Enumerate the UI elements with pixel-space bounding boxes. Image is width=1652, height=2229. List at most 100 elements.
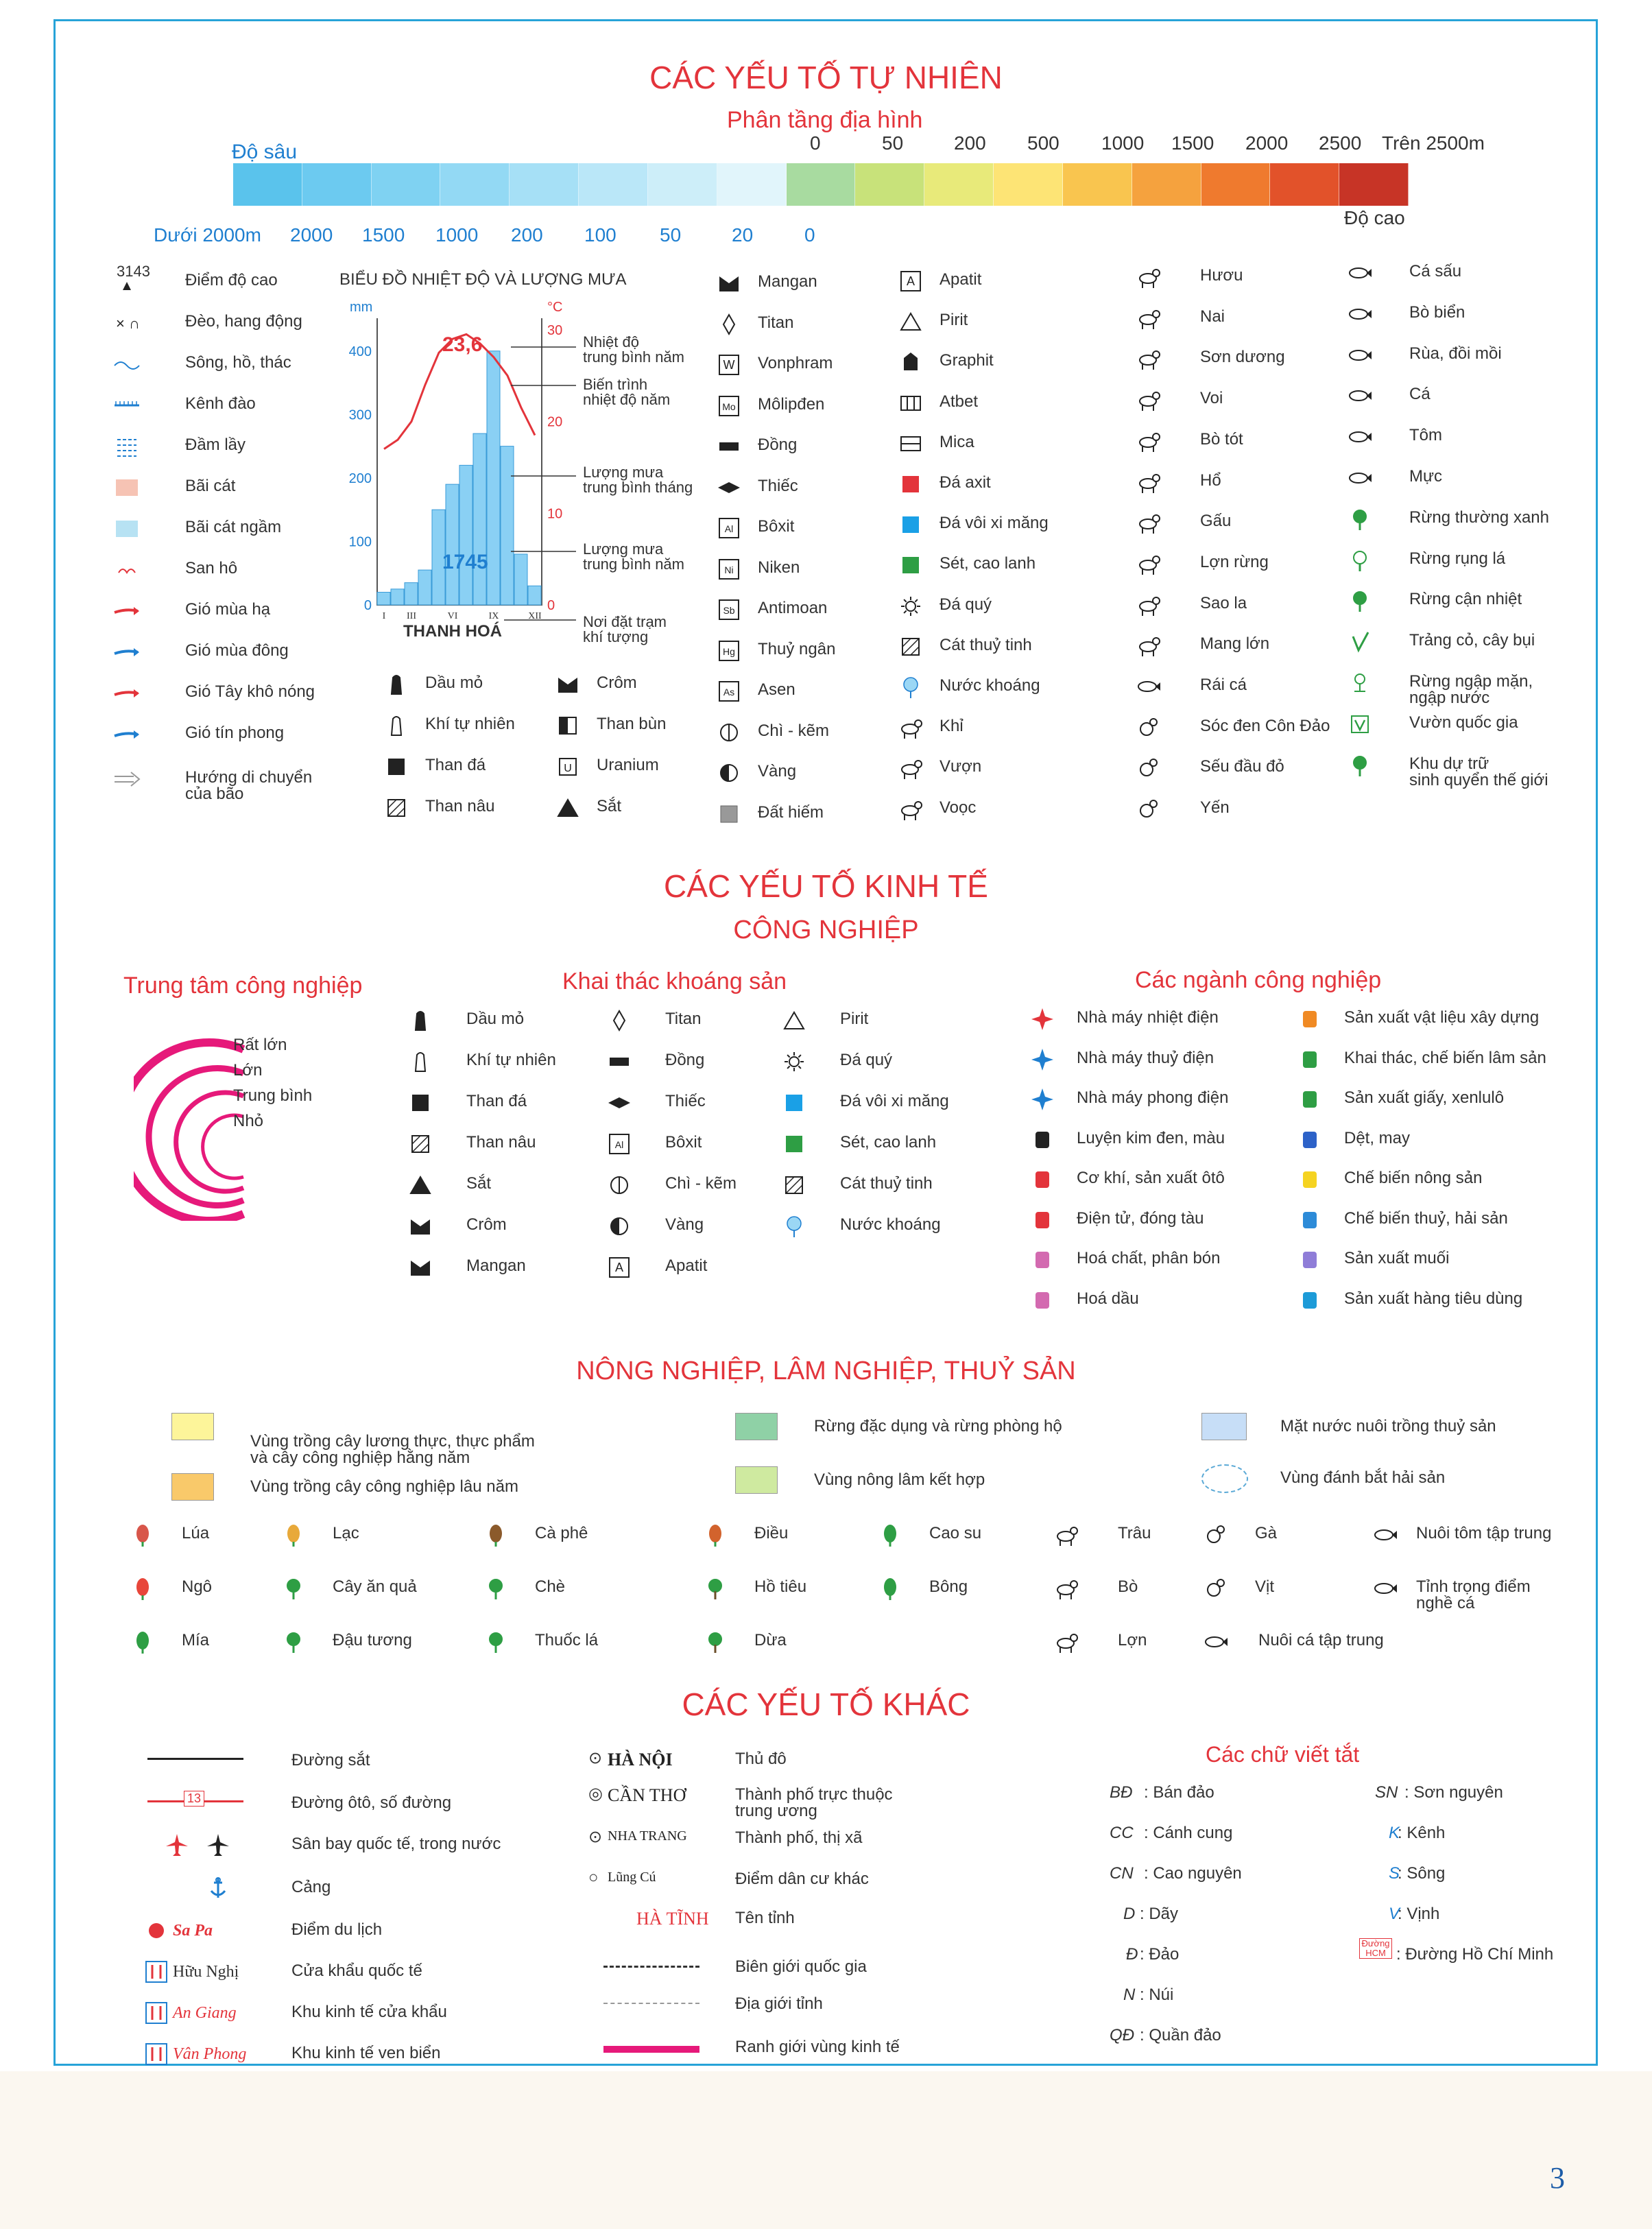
abbr-value: : Quần đảo: [1140, 2026, 1221, 2045]
national-park-icon: [1348, 712, 1372, 737]
natural-symbol-list: 3143 Điểm độ cao × ∩ Đèo, hang động Sông, hồ…: [69, 263, 343, 813]
legend-label: Than nâu: [466, 1133, 536, 1152]
legend-label: Bôxit: [758, 517, 795, 536]
agri-zone-list: Vùng trồng cây lương thực, thực phẩm và …: [0, 1413, 1652, 1516]
legend-label: Sóc đen Côn Đảo: [1200, 716, 1330, 735]
height-tick-label: 1000: [1101, 132, 1145, 154]
height-tick-label: 200: [954, 132, 986, 154]
legend-label: Đá axit: [939, 473, 991, 492]
legend-label: Lạc: [333, 1524, 359, 1542]
squid-icon: [1348, 466, 1372, 490]
agri-processing-icon: [1289, 1167, 1330, 1192]
mangrove-icon: [1348, 671, 1372, 695]
tourism-icon: [144, 1918, 169, 1943]
svg-text:Hg: Hg: [723, 646, 735, 657]
legend-label: Chè: [535, 1577, 566, 1596]
legend-label: Hướng di chuyển của bão: [185, 768, 313, 803]
relief-color-step: [855, 163, 925, 206]
sample-city-name: HÀ NỘI: [608, 1750, 673, 1769]
svg-text:Sb: Sb: [723, 605, 734, 616]
turtle-icon: [1348, 343, 1372, 368]
city-marker-icon: ⊙: [588, 1749, 603, 1767]
legend-label: Crôm: [466, 1215, 507, 1234]
legend-label: Cát thuỷ tinh: [939, 635, 1032, 654]
rare-earth-icon: [717, 802, 741, 826]
crocodile-icon: [1348, 261, 1372, 285]
border-ez-icon: [144, 2001, 169, 2025]
sample-place-name: An Giang: [173, 2004, 237, 2022]
peat-icon: [555, 713, 580, 738]
fruit-tree-icon: [281, 1576, 306, 1601]
natural-title: CÁC YẾU TỐ TỰ NHIÊN: [649, 60, 1003, 95]
legend-label: Than đá: [425, 756, 486, 774]
abbr-key: S: [1389, 1864, 1400, 1883]
left-unit: mm: [350, 300, 372, 315]
river-icon: [89, 352, 165, 377]
height-tick-label: 50: [882, 132, 904, 154]
cashew-icon: [703, 1523, 728, 1547]
legend-label: Mía: [182, 1631, 210, 1649]
legend-label: Sao la: [1200, 593, 1247, 612]
relief-color-step: [924, 163, 994, 206]
abbr-key: D: [1123, 1905, 1136, 1923]
legend-label: Địa giới tỉnh: [735, 1994, 823, 2013]
legend-label: Rừng ngập mặn, ngập nước: [1409, 672, 1533, 707]
legend-label: Vonphram: [758, 354, 833, 372]
legend-label: Rái cá: [1200, 676, 1247, 694]
relief-color-step: [233, 163, 302, 206]
climate-chart: BIỂU ĐỒ NHIỆT ĐỘ VÀ LƯỢNG MƯA mm °C 400 300…: [339, 270, 723, 654]
legend-label: Mangan: [466, 1256, 526, 1275]
other-symbols-col1: Đường sắt 13 Đường ôtô, số đường Sân bay qu…: [137, 1745, 617, 2065]
legend-label: Tên tỉnh: [735, 1909, 795, 1927]
abbreviation-list: BĐ: Bán đảo CC: Cánh cung CN: Cao nguyên D:…: [1097, 1783, 1591, 2058]
industry-title: CÔNG NGHIỆP: [733, 916, 919, 944]
arsenic-icon: As: [717, 679, 741, 704]
station-name: THANH HOÁ: [403, 621, 502, 641]
salt-icon: [1289, 1248, 1330, 1272]
legend-label: Gió mùa hạ: [185, 600, 271, 619]
molybdenum-icon: Mo: [717, 394, 741, 418]
chart-note: Biến trình: [583, 376, 647, 393]
zone-label: Rừng đặc dụng và rừng phòng hộ: [814, 1417, 1062, 1435]
swamp-icon: [89, 434, 165, 459]
depth-tick-label: 1500: [362, 224, 405, 246]
zone-label: Vùng trồng cây công nghiệp lâu năm: [250, 1477, 518, 1496]
building-materials-icon: [1289, 1007, 1330, 1032]
gem-icon: [782, 1049, 806, 1074]
chart-note: khí tượng: [583, 628, 648, 645]
svg-text:Al: Al: [615, 1139, 623, 1150]
legend-label: Sân bay quốc tế, trong nước: [291, 1835, 501, 1853]
duck-icon: [1204, 1576, 1228, 1601]
legend-label: Titan: [665, 1010, 702, 1028]
coal-icon: [408, 1090, 433, 1115]
gold-icon: [607, 1214, 632, 1239]
legend-label: Mica: [939, 432, 974, 451]
tin-icon: [607, 1090, 632, 1115]
nickel-icon: Ni: [717, 557, 741, 582]
legend-label: Dầu mỏ: [425, 674, 483, 692]
rain-bar: [445, 484, 459, 606]
legend-label: Khai thác, chế biến lâm sản: [1344, 1048, 1546, 1067]
winter-monsoon-icon: [89, 640, 165, 665]
sample-city-name: HÀ TĨNH: [636, 1909, 709, 1929]
clay-icon: [898, 553, 923, 577]
legend-label: Rùa, đồi mồi: [1409, 344, 1502, 363]
branches-title: Các ngành công nghiệp: [1135, 967, 1382, 993]
legend-label: Đá vôi xi măng: [840, 1092, 949, 1110]
canal-icon: [89, 393, 165, 418]
rubber-icon: [878, 1523, 902, 1547]
sand-icon: [89, 475, 165, 500]
city-marker-icon: ○: [588, 1868, 599, 1887]
svg-text:U: U: [564, 763, 572, 774]
center-size-label: Rất lớn: [233, 1036, 287, 1054]
relief-color-step: [510, 163, 579, 206]
relief-color-step: [440, 163, 510, 206]
city-marker-icon: ⊙: [588, 1828, 603, 1846]
svg-text:A: A: [615, 1261, 623, 1274]
legend-label: Bò: [1118, 1577, 1138, 1596]
svg-text:Al: Al: [725, 523, 733, 534]
relief-color-step: [717, 163, 787, 206]
oil-icon: [408, 1008, 433, 1033]
submerged-sand-icon: [89, 516, 165, 541]
zone-label: Mặt nước nuôi trồng thuỷ sản: [1280, 1417, 1496, 1435]
